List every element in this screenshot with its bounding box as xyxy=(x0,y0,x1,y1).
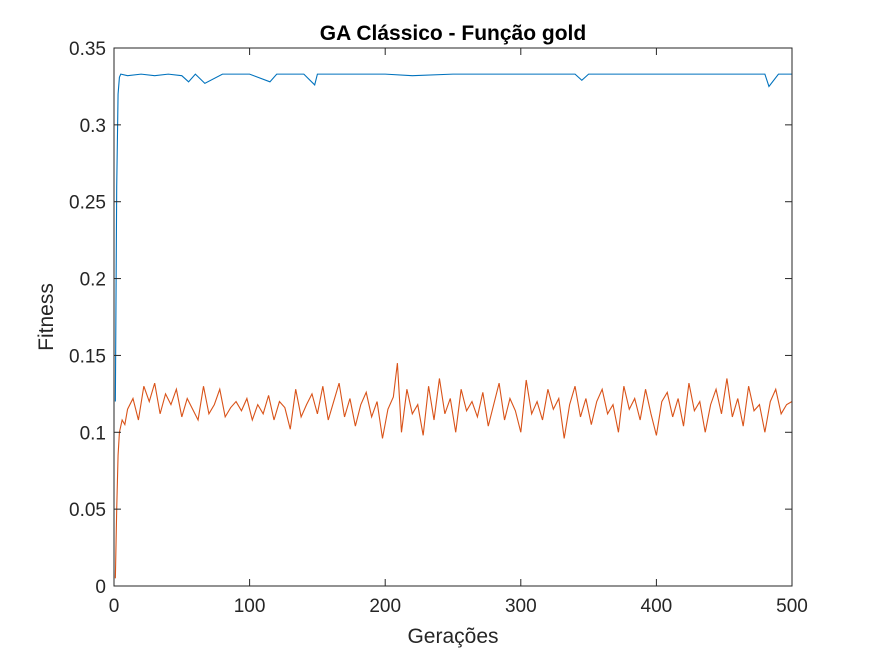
x-tick-label: 200 xyxy=(369,596,401,617)
x-tick-label: 400 xyxy=(641,596,673,617)
x-tick-label: 500 xyxy=(776,596,808,617)
x-axis-label: Gerações xyxy=(407,625,498,648)
x-tick-label: 100 xyxy=(234,596,266,617)
x-tick-label: 300 xyxy=(505,596,537,617)
chart-title: GA Clássico - Função gold xyxy=(320,22,586,45)
series-line-1 xyxy=(114,73,792,402)
series-line-2 xyxy=(114,363,793,579)
plot-area xyxy=(114,48,792,586)
y-tick-label: 0.35 xyxy=(69,39,106,60)
series-layer xyxy=(114,73,793,579)
y-tick-label: 0.15 xyxy=(69,346,106,367)
y-tick-label: 0.3 xyxy=(80,116,106,137)
y-tick-label: 0 xyxy=(95,577,106,598)
y-tick-label: 0.05 xyxy=(69,500,106,521)
tick-layer: 0 100 200 300 400 500 0 0.05 0.1 0.15 0.2 0.25 0.3 0.… xyxy=(69,39,808,617)
y-tick-label: 0.25 xyxy=(69,193,106,214)
x-tick-label: 0 xyxy=(109,596,120,617)
y-axis-label: Fitness xyxy=(35,283,58,351)
axes-layer xyxy=(113,47,793,587)
y-tick-label: 0.2 xyxy=(80,270,106,291)
axes-box xyxy=(113,47,793,587)
y-tick-label: 0.1 xyxy=(80,423,106,444)
